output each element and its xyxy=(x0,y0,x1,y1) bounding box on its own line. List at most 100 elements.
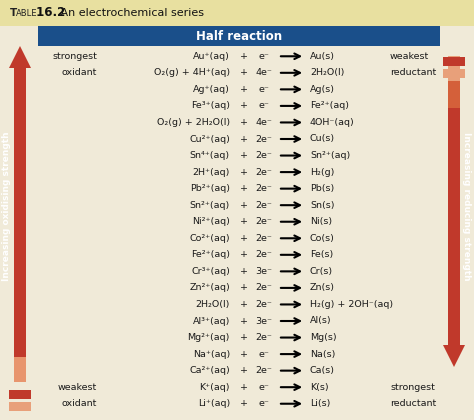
Text: Fe²⁺(aq): Fe²⁺(aq) xyxy=(191,250,230,259)
Text: Ni(s): Ni(s) xyxy=(310,217,332,226)
Text: Cr³⁺(aq): Cr³⁺(aq) xyxy=(191,267,230,276)
Text: oxidant: oxidant xyxy=(62,68,97,77)
Text: 4e⁻: 4e⁻ xyxy=(255,118,273,127)
Text: 2e⁻: 2e⁻ xyxy=(255,134,273,144)
Text: Fe(s): Fe(s) xyxy=(310,250,333,259)
Text: 3e⁻: 3e⁻ xyxy=(255,267,273,276)
Text: Cu²⁺(aq): Cu²⁺(aq) xyxy=(189,134,230,144)
Text: 2e⁻: 2e⁻ xyxy=(255,250,273,259)
Text: Na(s): Na(s) xyxy=(310,349,336,359)
Text: O₂(g) + 2H₂O(l): O₂(g) + 2H₂O(l) xyxy=(157,118,230,127)
Text: Sn(s): Sn(s) xyxy=(310,201,335,210)
Text: 2e⁻: 2e⁻ xyxy=(255,284,273,292)
Bar xyxy=(448,56,460,81)
Text: Half reaction: Half reaction xyxy=(196,29,282,42)
Bar xyxy=(448,81,460,108)
Text: +: + xyxy=(240,68,248,77)
Text: Fe³⁺(aq): Fe³⁺(aq) xyxy=(191,101,230,110)
Text: 2e⁻: 2e⁻ xyxy=(255,333,273,342)
Text: Au⁺(aq): Au⁺(aq) xyxy=(193,52,230,61)
Text: oxidant: oxidant xyxy=(62,399,97,408)
Text: Sn²⁺(aq): Sn²⁺(aq) xyxy=(190,201,230,210)
Text: Mg²⁺(aq): Mg²⁺(aq) xyxy=(188,333,230,342)
Text: e⁻: e⁻ xyxy=(258,101,269,110)
Text: 2e⁻: 2e⁻ xyxy=(255,201,273,210)
Text: +: + xyxy=(240,168,248,176)
Text: strongest: strongest xyxy=(390,383,435,392)
Text: 2H⁺(aq): 2H⁺(aq) xyxy=(192,168,230,176)
Text: +: + xyxy=(240,399,248,408)
Text: Co(s): Co(s) xyxy=(310,234,335,243)
FancyBboxPatch shape xyxy=(0,0,474,26)
Text: +: + xyxy=(240,101,248,110)
Text: +: + xyxy=(240,250,248,259)
Text: Fe²⁺(aq): Fe²⁺(aq) xyxy=(310,101,349,110)
Text: 2e⁻: 2e⁻ xyxy=(255,300,273,309)
Text: +: + xyxy=(240,383,248,392)
Polygon shape xyxy=(443,108,465,367)
Text: +: + xyxy=(240,217,248,226)
Bar xyxy=(14,332,26,357)
Text: reductant: reductant xyxy=(390,68,436,77)
Text: Au(s): Au(s) xyxy=(310,52,335,61)
Text: ABLE: ABLE xyxy=(16,8,37,18)
Text: Al³⁺(aq): Al³⁺(aq) xyxy=(192,317,230,326)
Text: +: + xyxy=(240,366,248,375)
Text: Cr(s): Cr(s) xyxy=(310,267,333,276)
Text: K⁺(aq): K⁺(aq) xyxy=(200,383,230,392)
Text: Mg(s): Mg(s) xyxy=(310,333,337,342)
Text: Li⁺(aq): Li⁺(aq) xyxy=(198,399,230,408)
Text: 4OH⁻(aq): 4OH⁻(aq) xyxy=(310,118,355,127)
Text: e⁻: e⁻ xyxy=(258,52,269,61)
Text: Pb(s): Pb(s) xyxy=(310,184,334,193)
Text: +: + xyxy=(240,201,248,210)
Polygon shape xyxy=(9,46,31,357)
Text: 2e⁻: 2e⁻ xyxy=(255,366,273,375)
Text: +: + xyxy=(240,267,248,276)
Text: e⁻: e⁻ xyxy=(258,349,269,359)
Bar xyxy=(443,57,465,66)
Text: Sn⁴⁺(aq): Sn⁴⁺(aq) xyxy=(190,151,230,160)
Bar xyxy=(38,26,440,46)
Text: +: + xyxy=(240,118,248,127)
Text: +: + xyxy=(240,134,248,144)
Text: 2H₂O(l): 2H₂O(l) xyxy=(310,68,345,77)
Text: 2e⁻: 2e⁻ xyxy=(255,184,273,193)
Text: 16.2: 16.2 xyxy=(32,6,65,19)
Bar xyxy=(14,356,26,382)
Text: e⁻: e⁻ xyxy=(258,399,269,408)
Text: H₂(g) + 2OH⁻(aq): H₂(g) + 2OH⁻(aq) xyxy=(310,300,393,309)
Bar xyxy=(9,402,31,411)
Text: Li(s): Li(s) xyxy=(310,399,330,408)
Text: Ca(s): Ca(s) xyxy=(310,366,335,375)
Text: +: + xyxy=(240,184,248,193)
Text: K(s): K(s) xyxy=(310,383,328,392)
Text: reductant: reductant xyxy=(390,399,436,408)
Text: Ag(s): Ag(s) xyxy=(310,85,335,94)
Text: Ag⁺(aq): Ag⁺(aq) xyxy=(193,85,230,94)
Text: 2e⁻: 2e⁻ xyxy=(255,217,273,226)
Text: 2e⁻: 2e⁻ xyxy=(255,234,273,243)
Text: H₂(g): H₂(g) xyxy=(310,168,334,176)
Text: Cu(s): Cu(s) xyxy=(310,134,335,144)
Text: weakest: weakest xyxy=(58,383,97,392)
Text: +: + xyxy=(240,317,248,326)
Text: +: + xyxy=(240,333,248,342)
Text: +: + xyxy=(240,234,248,243)
Text: Increasing reducing strength: Increasing reducing strength xyxy=(463,132,472,281)
Text: +: + xyxy=(240,300,248,309)
Text: O₂(g) + 4H⁺(aq): O₂(g) + 4H⁺(aq) xyxy=(154,68,230,77)
Text: Ni²⁺(aq): Ni²⁺(aq) xyxy=(192,217,230,226)
Text: 4e⁻: 4e⁻ xyxy=(255,68,273,77)
Text: Na⁺(aq): Na⁺(aq) xyxy=(193,349,230,359)
Text: Zn(s): Zn(s) xyxy=(310,284,335,292)
Text: Al(s): Al(s) xyxy=(310,317,332,326)
Bar xyxy=(9,390,31,399)
Text: 2H₂O(l): 2H₂O(l) xyxy=(196,300,230,309)
Text: e⁻: e⁻ xyxy=(258,85,269,94)
Text: 2e⁻: 2e⁻ xyxy=(255,151,273,160)
Text: An electrochemical series: An electrochemical series xyxy=(57,8,204,18)
Text: strongest: strongest xyxy=(52,52,97,61)
Text: +: + xyxy=(240,151,248,160)
Bar xyxy=(443,69,465,78)
